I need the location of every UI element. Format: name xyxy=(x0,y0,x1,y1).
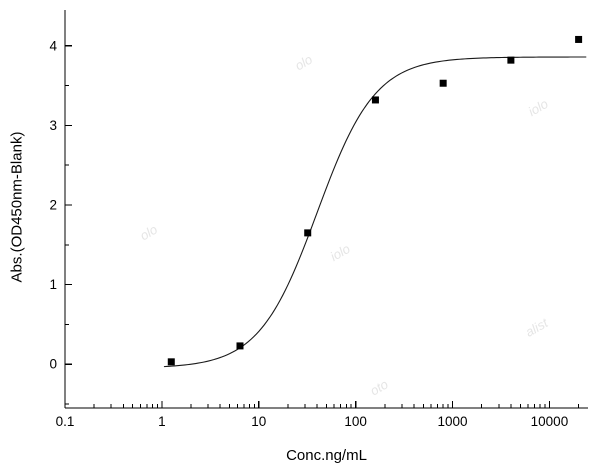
y-axis-title: Abs.(OD450nm-Blank) xyxy=(8,131,26,283)
data-point xyxy=(167,358,175,366)
data-point xyxy=(439,79,447,87)
y-tick-label: 3 xyxy=(49,118,57,133)
x-tick-label: 100 xyxy=(344,414,367,429)
y-tick-label: 0 xyxy=(49,357,57,372)
data-point xyxy=(236,342,244,350)
data-point xyxy=(507,56,515,64)
x-tick-label: 1 xyxy=(158,414,166,429)
fit-curve xyxy=(163,56,587,368)
y-tick-label: 1 xyxy=(49,277,57,292)
y-tick-label: 4 xyxy=(49,38,57,53)
x-tick-label: 1000 xyxy=(438,414,468,429)
x-axis-title: Conc.ng/mL xyxy=(286,447,367,464)
x-tick-label: 10 xyxy=(251,414,266,429)
y-tick-label: 2 xyxy=(49,198,57,213)
data-point xyxy=(304,229,312,237)
x-tick-label: 10000 xyxy=(531,414,569,429)
data-point xyxy=(371,96,379,104)
data-point xyxy=(575,35,583,43)
x-tick-label: 0.1 xyxy=(56,414,75,429)
